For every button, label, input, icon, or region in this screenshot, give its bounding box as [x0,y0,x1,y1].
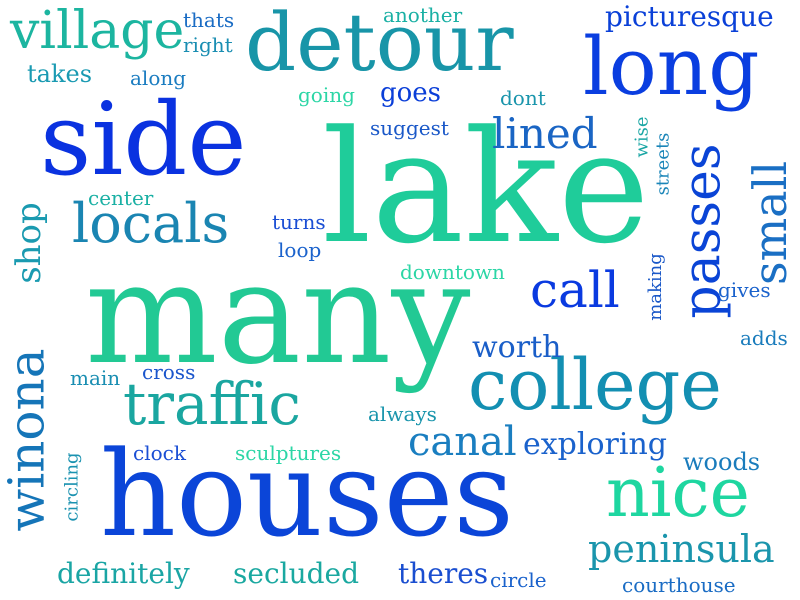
word-courthouse: courthouse [622,573,736,597]
word-making: making [644,253,666,321]
word-nice: nice [606,454,750,533]
word-small: small [743,160,798,286]
word-wise: wise [631,116,653,158]
word-takes: takes [27,60,93,88]
word-woods: woods [683,448,761,476]
word-definitely: definitely [57,557,190,590]
word-circling: circling [61,452,83,522]
word-many: many [85,233,471,396]
word-call: call [530,261,620,319]
word-clock: clock [133,441,186,465]
word-sculptures: sculptures [235,441,342,465]
word-detour: detour [245,0,514,89]
word-streets: streets [652,132,674,196]
word-shop: shop [8,202,49,284]
word-always: always [368,402,437,426]
word-secluded: secluded [233,557,360,590]
word-theres: theres [398,557,489,590]
word-houses: houses [100,425,514,563]
word-going: going [298,83,355,107]
word-goes: goes [380,78,442,108]
word-adds: adds [740,326,788,350]
word-side: side [40,81,247,198]
word-canal: canal [408,419,517,465]
word-circle: circle [490,568,547,592]
word-main: main [70,366,121,390]
word-turns: turns [272,210,326,234]
word-long: long [583,20,760,113]
word-loop: loop [278,238,322,262]
word-lined: lined [492,109,598,158]
word-along: along [130,66,187,90]
word-picturesque: picturesque [605,0,774,33]
word-center: center [88,186,154,210]
word-locals: locals [72,192,230,255]
word-lake: lake [322,97,650,278]
word-winona: winona [0,348,56,532]
word-thats: thats [183,8,235,32]
word-gives: gives [718,278,771,302]
word-suggest: suggest [370,116,449,140]
word-exploring: exploring [523,427,667,462]
word-cross: cross [142,360,196,384]
word-another: another [383,3,463,27]
word-dont: dont [500,86,546,110]
word-traffic: traffic [123,370,301,438]
word-downtown: downtown [400,260,505,284]
word-right: right [183,33,233,57]
word-worth: worth [472,330,562,365]
word-college: college [468,344,722,426]
word-peninsula: peninsula [588,527,775,571]
word-village: village [10,1,185,61]
